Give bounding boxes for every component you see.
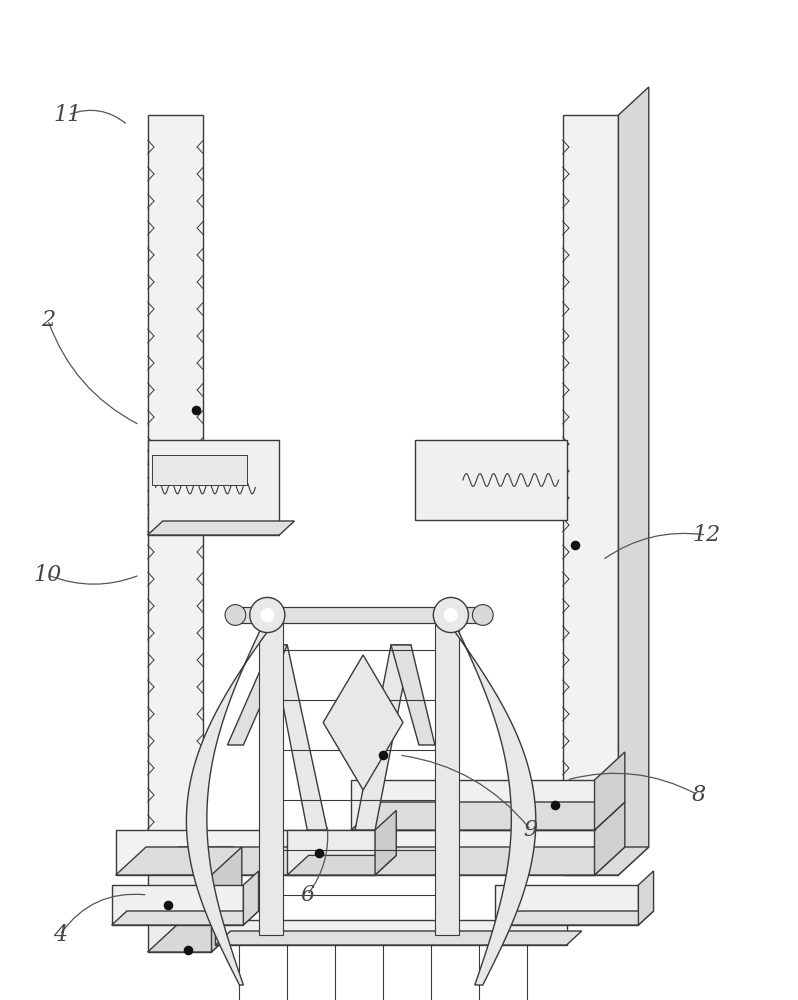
Bar bbox=[259, 620, 283, 935]
Bar bbox=[112, 885, 243, 925]
Point bbox=[377, 747, 389, 763]
Bar bbox=[148, 875, 211, 952]
Circle shape bbox=[444, 609, 457, 621]
Polygon shape bbox=[116, 847, 625, 875]
Polygon shape bbox=[618, 87, 649, 875]
Polygon shape bbox=[323, 655, 403, 790]
Polygon shape bbox=[287, 855, 397, 875]
Text: 8: 8 bbox=[691, 784, 705, 806]
Circle shape bbox=[261, 609, 274, 621]
Circle shape bbox=[250, 597, 285, 633]
Polygon shape bbox=[148, 847, 234, 875]
Bar bbox=[351, 780, 595, 830]
Text: 2: 2 bbox=[41, 309, 55, 331]
Text: 11: 11 bbox=[53, 104, 82, 126]
Text: 4: 4 bbox=[53, 924, 67, 946]
Text: 9: 9 bbox=[523, 819, 538, 841]
Bar bbox=[152, 455, 247, 485]
Polygon shape bbox=[595, 802, 625, 875]
Bar bbox=[495, 885, 638, 925]
Bar bbox=[435, 620, 459, 935]
Polygon shape bbox=[187, 615, 279, 985]
Bar bbox=[563, 115, 618, 875]
Polygon shape bbox=[375, 810, 397, 875]
Circle shape bbox=[472, 605, 493, 625]
Point bbox=[189, 401, 202, 418]
Point bbox=[548, 797, 561, 813]
Polygon shape bbox=[355, 645, 411, 830]
Polygon shape bbox=[495, 911, 654, 925]
Polygon shape bbox=[215, 931, 582, 945]
Polygon shape bbox=[112, 911, 259, 925]
Circle shape bbox=[225, 605, 246, 625]
Point bbox=[161, 897, 174, 913]
Bar bbox=[287, 830, 375, 875]
Polygon shape bbox=[391, 645, 435, 745]
Bar bbox=[148, 115, 203, 875]
Text: 12: 12 bbox=[692, 524, 721, 546]
Polygon shape bbox=[638, 871, 654, 925]
Polygon shape bbox=[243, 871, 259, 925]
Polygon shape bbox=[595, 752, 625, 830]
Text: 6: 6 bbox=[300, 884, 314, 906]
Polygon shape bbox=[148, 924, 242, 952]
Polygon shape bbox=[443, 615, 535, 985]
Bar bbox=[116, 830, 595, 875]
Polygon shape bbox=[271, 645, 327, 830]
Bar bbox=[415, 440, 567, 520]
Circle shape bbox=[433, 597, 468, 633]
Bar bbox=[235, 607, 483, 623]
Polygon shape bbox=[351, 802, 625, 830]
Point bbox=[313, 844, 326, 860]
Polygon shape bbox=[148, 521, 294, 535]
Point bbox=[568, 537, 581, 553]
Text: 10: 10 bbox=[34, 564, 62, 586]
Polygon shape bbox=[227, 645, 287, 745]
Bar bbox=[148, 440, 279, 535]
Bar bbox=[215, 920, 567, 945]
Polygon shape bbox=[211, 847, 242, 952]
Polygon shape bbox=[563, 847, 649, 875]
Point bbox=[181, 942, 194, 958]
